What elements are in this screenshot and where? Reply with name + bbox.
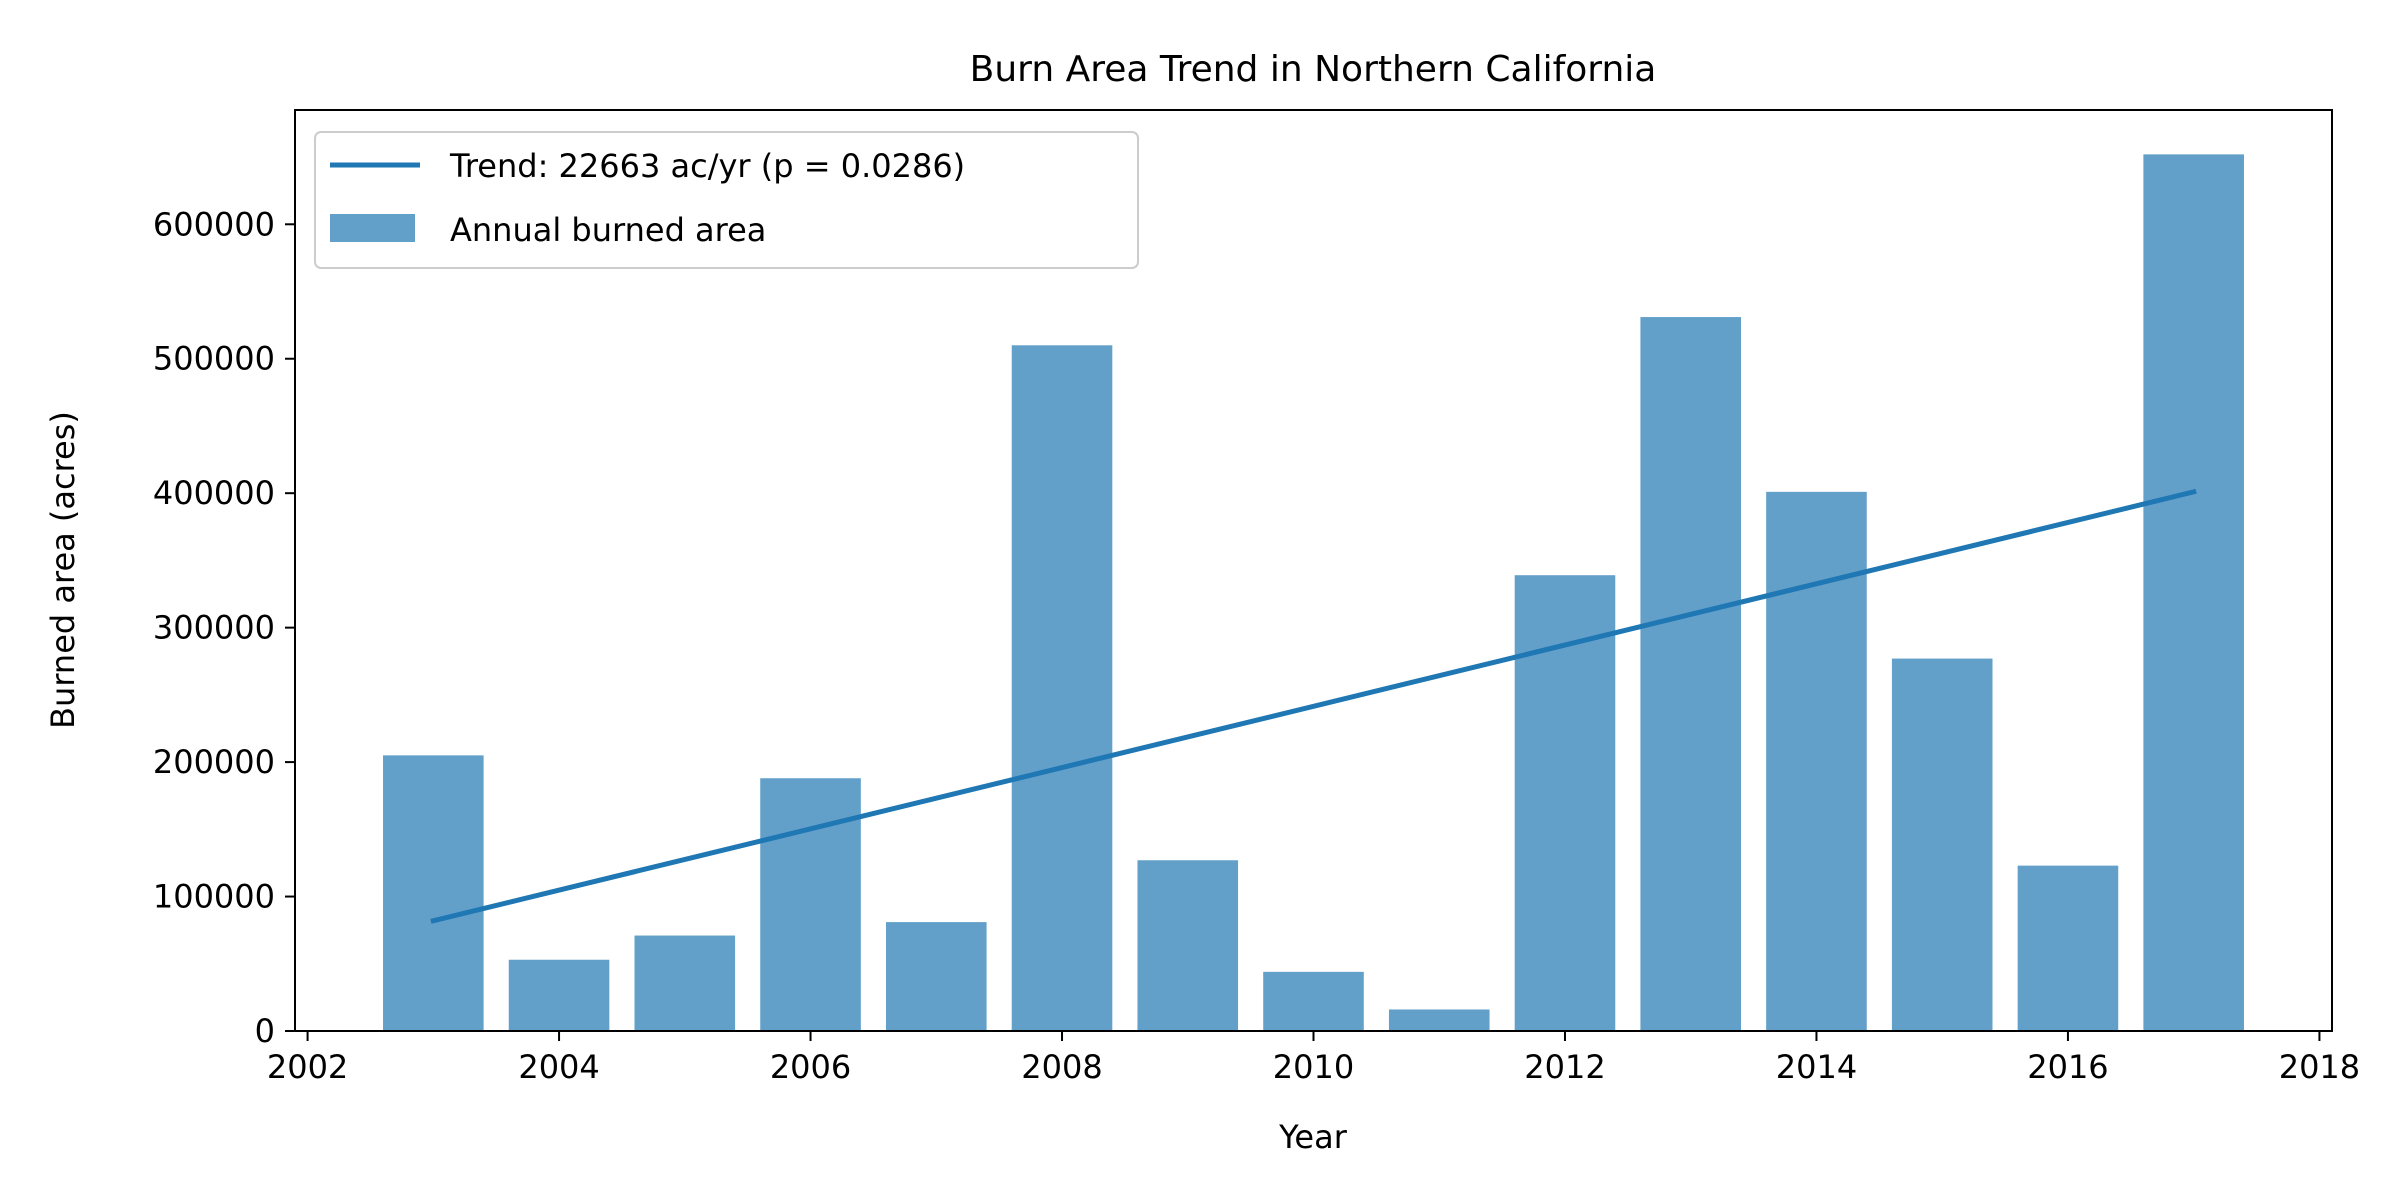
x-tick-label: 2014 [1776,1048,1857,1086]
y-tick-label: 300000 [153,609,275,647]
bar [1137,860,1239,1031]
x-tick-label: 2006 [770,1048,851,1086]
x-tick-label: 2012 [1524,1048,1605,1086]
y-axis-label: Burned area (acres) [44,411,82,729]
legend-bar-label: Annual burned area [450,211,766,249]
bar [383,755,484,1031]
legend: Trend: 22663 ac/yr (p = 0.0286) Annual b… [314,131,1139,269]
bar [1640,317,1742,1031]
bar [885,922,987,1031]
x-axis-label: Year [1278,1118,1348,1156]
x-axis: 2002 2004 2006 2008 2010 2012 2014 2016 2018 [267,1031,2360,1086]
y-axis: 0 100000 200000 300000 400000 500000 600000 [153,205,295,1050]
x-tick-label: 2010 [1273,1048,1354,1086]
trend-group [430,488,2197,924]
bar [508,959,610,1031]
x-tick-label: 2004 [518,1048,599,1086]
bar [1388,1009,1490,1031]
bar [634,935,736,1031]
x-tick-label: 2002 [267,1048,348,1086]
y-tick-label: 0 [255,1012,275,1050]
legend-trend-label: Trend: 22663 ac/yr (p = 0.0286) [449,147,965,185]
y-tick-label: 500000 [153,340,275,378]
y-tick-label: 200000 [153,743,275,781]
bar [1011,345,1113,1031]
y-tick-label: 100000 [153,878,275,916]
bar [2143,154,2244,1032]
bar [1263,971,1364,1031]
y-tick-label: 600000 [153,205,275,243]
x-tick-label: 2016 [2027,1048,2108,1086]
bar [1891,658,1993,1031]
bar [760,778,861,1031]
x-tick-label: 2008 [1021,1048,1102,1086]
x-tick-label: 2018 [2279,1048,2360,1086]
legend-bar-swatch [330,214,415,242]
legend-box [314,131,1139,269]
bar [2017,865,2119,1031]
trend-line [430,488,2197,924]
y-tick-label: 400000 [153,474,275,512]
chart-title: Burn Area Trend in Northern California [970,49,1657,90]
